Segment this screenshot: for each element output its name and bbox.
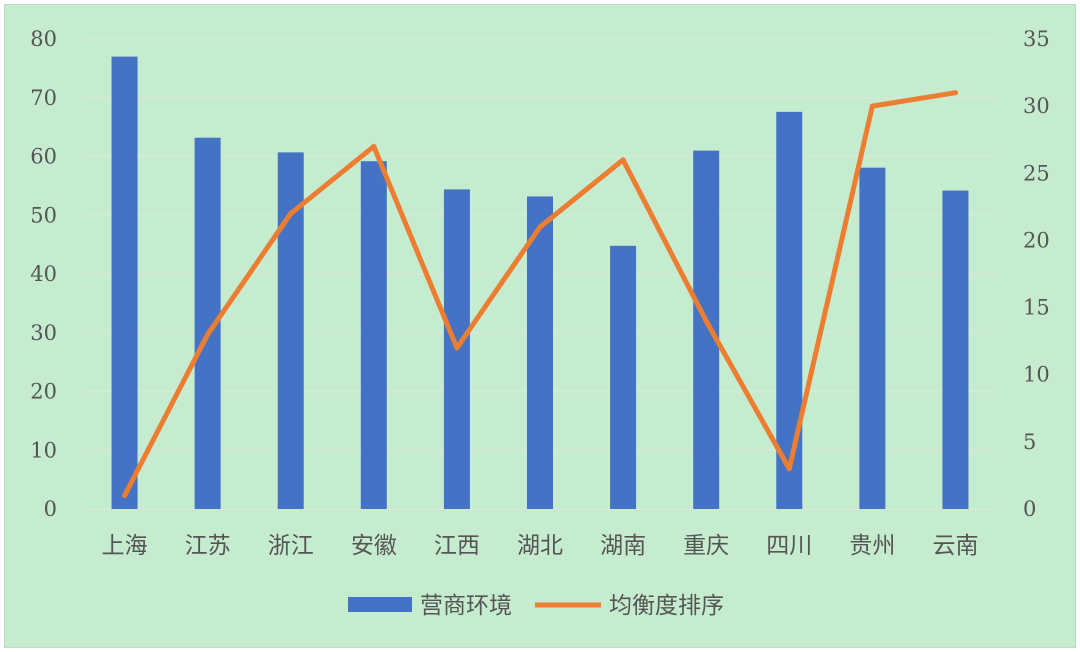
- category-label: 贵州: [849, 533, 895, 559]
- right-tick-label: 25: [1023, 161, 1050, 185]
- left-y-axis: 0 10 20 30 40 50 60 70 80: [30, 27, 57, 521]
- legend-line-label: 均衡度排序: [609, 593, 724, 619]
- category-label: 浙江: [268, 533, 314, 559]
- category-label: 湖南: [600, 533, 646, 559]
- bar-安徽: [360, 161, 387, 509]
- bar-四川: [776, 111, 803, 509]
- line-series: [122, 90, 958, 499]
- legend: 营商环境 均衡度排序: [348, 593, 724, 619]
- right-tick-label: 10: [1023, 363, 1050, 387]
- bar-重庆: [693, 150, 720, 509]
- left-tick-label: 70: [30, 86, 57, 110]
- line-point-重庆: [703, 318, 709, 324]
- category-label: 江苏: [185, 533, 231, 559]
- category-label: 湖北: [517, 533, 563, 559]
- left-tick-label: 30: [30, 321, 57, 345]
- right-tick-label: 0: [1023, 497, 1036, 521]
- category-label: 江西: [434, 533, 480, 559]
- legend-bar-swatch: [348, 597, 412, 612]
- bar-湖北: [527, 196, 553, 509]
- right-tick-label: 5: [1023, 430, 1036, 454]
- line-point-四川: [786, 466, 792, 472]
- left-tick-label: 50: [30, 203, 57, 227]
- line-point-上海: [122, 493, 128, 499]
- combo-chart: 0 10 20 30 40 50 60 70 80 0 5 10 15 20 25 30 35 上海 江苏 浙江 安…: [30, 27, 1050, 619]
- category-label: 云南: [932, 533, 978, 559]
- line-point-湖北: [537, 224, 543, 230]
- line-point-贵州: [869, 103, 875, 109]
- bar-series: [111, 56, 969, 510]
- left-tick-label: 40: [30, 262, 57, 286]
- category-label: 上海: [102, 533, 148, 559]
- chart-frame: 0 10 20 30 40 50 60 70 80 0 5 10 15 20 25 30 35 上海 江苏 浙江 安…: [4, 4, 1076, 648]
- bar-云南: [942, 190, 969, 509]
- bar-湖南: [610, 245, 637, 510]
- right-tick-label: 30: [1023, 94, 1050, 118]
- right-tick-label: 35: [1023, 27, 1050, 51]
- line-point-湖南: [620, 157, 626, 163]
- category-label: 四川: [766, 533, 812, 559]
- line-point-安徽: [371, 143, 377, 149]
- left-tick-label: 80: [30, 27, 57, 51]
- bar-上海: [111, 56, 138, 509]
- left-tick-label: 20: [30, 380, 57, 404]
- x-axis: 上海 江苏 浙江 安徽 江西 湖北 湖南 重庆 四川 贵州 云南: [102, 533, 979, 559]
- line-point-浙江: [288, 211, 294, 217]
- left-tick-label: 60: [30, 145, 57, 169]
- legend-bar-label: 营商环境: [420, 593, 512, 619]
- left-tick-label: 10: [30, 438, 57, 462]
- category-label: 重庆: [683, 533, 729, 559]
- line-point-江苏: [205, 331, 211, 337]
- right-tick-label: 15: [1023, 296, 1050, 320]
- bar-贵州: [859, 167, 886, 509]
- line-point-云南: [952, 90, 958, 96]
- category-label: 安徽: [351, 533, 397, 559]
- right-tick-label: 20: [1023, 228, 1050, 252]
- line-point-江西: [454, 345, 460, 351]
- left-tick-label: 0: [44, 497, 57, 521]
- right-y-axis: 0 5 10 15 20 25 30 35: [1023, 27, 1050, 521]
